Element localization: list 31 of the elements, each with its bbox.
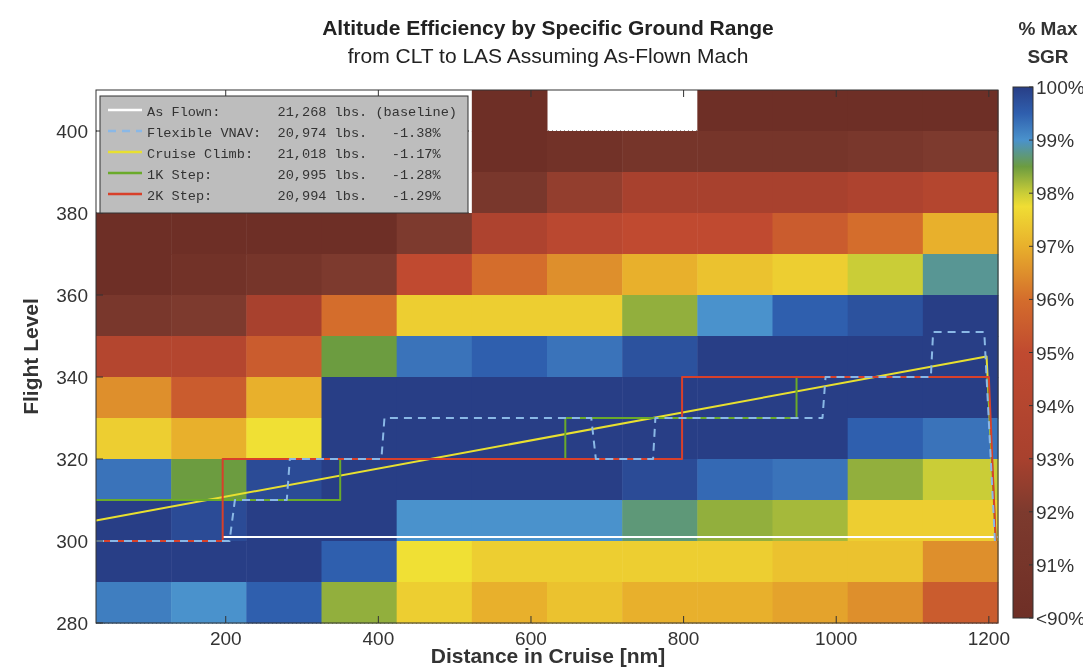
chart-title: Altitude Efficiency by Specific Ground Range [322,16,774,39]
x-tick-label: 800 [667,628,700,649]
x-tick-label: 1200 [967,628,1010,649]
legend-label: 1K Step: 20,995 lbs. -1.28% [147,168,442,183]
color-bar-label: 93% [1036,448,1075,470]
color-bar-label: 92% [1036,501,1075,523]
y-tick-label: 300 [56,531,88,552]
chart-subtitle: from CLT to LAS Assuming As-Flown Mach [347,44,749,67]
legend-label: As Flown: 21,268 lbs. (baseline) [147,105,457,120]
legend-label: 2K Step: 20,994 lbs. -1.29% [147,189,442,204]
color-bar-label: 97% [1036,236,1075,258]
legend-label: Cruise Climb: 21,018 lbs. -1.17% [147,147,442,162]
color-bar-title: % Max SGR [1018,18,1078,67]
legend-label: Flexible VNAV: 20,974 lbs. -1.38% [147,126,442,141]
y-tick-label: 340 [56,367,88,388]
x-tick-label: 200 [209,628,242,649]
y-tick-label: 320 [56,449,88,470]
y-tick-label: 280 [56,613,88,634]
color-bar-label: 98% [1036,183,1075,205]
y-tick-label: 380 [56,203,88,224]
color-bar-label: 94% [1036,395,1075,417]
color-bar-label: 91% [1036,554,1075,576]
y-tick-label: 400 [56,121,88,142]
color-bar-label: 95% [1036,342,1075,364]
color-bar-label: 96% [1036,289,1075,311]
y-tick-label: 360 [56,285,88,306]
x-tick-label: 400 [362,628,395,649]
x-tick-label: 1000 [815,628,858,649]
color-bar-label: 99% [1036,130,1075,152]
y-axis-title: Flight Level [19,298,42,415]
color-bar-label: 100% [1036,77,1085,98]
